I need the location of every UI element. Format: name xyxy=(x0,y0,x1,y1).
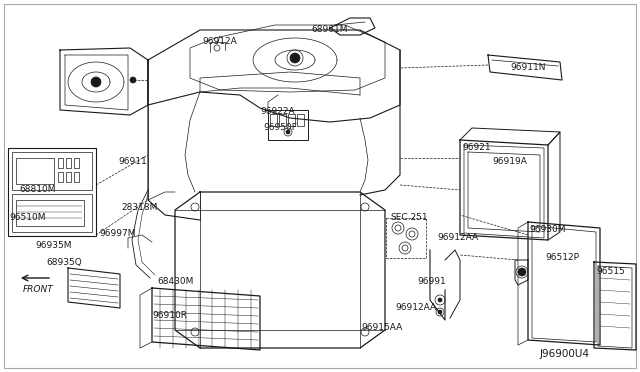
Text: 96997M: 96997M xyxy=(100,230,136,238)
Text: 96510M: 96510M xyxy=(10,214,46,222)
Circle shape xyxy=(91,77,101,87)
Text: 96935M: 96935M xyxy=(36,241,72,250)
Text: 96922A: 96922A xyxy=(260,108,295,116)
Bar xyxy=(66,172,71,182)
Bar xyxy=(268,110,308,140)
Text: 68961M: 68961M xyxy=(312,26,348,35)
Text: 96910R: 96910R xyxy=(152,311,188,321)
Bar xyxy=(16,158,54,184)
Text: 96512P: 96512P xyxy=(545,253,579,263)
Text: 96991: 96991 xyxy=(418,278,446,286)
Circle shape xyxy=(290,53,300,63)
Bar xyxy=(74,158,79,168)
Bar xyxy=(58,172,63,182)
Text: 96912AA: 96912AA xyxy=(437,234,479,243)
Text: 96912A: 96912A xyxy=(203,38,237,46)
Bar xyxy=(74,172,79,182)
Circle shape xyxy=(438,298,442,302)
Circle shape xyxy=(438,310,442,314)
Bar xyxy=(12,152,92,190)
Bar xyxy=(16,200,84,226)
Circle shape xyxy=(130,77,136,83)
Text: 68810M: 68810M xyxy=(20,186,56,195)
Text: 96915AA: 96915AA xyxy=(362,324,403,333)
Bar xyxy=(297,114,304,126)
Text: 96930M: 96930M xyxy=(530,225,566,234)
Bar xyxy=(66,158,71,168)
Circle shape xyxy=(286,130,290,134)
Text: 96911: 96911 xyxy=(118,157,147,167)
Text: SEC.251: SEC.251 xyxy=(390,214,428,222)
Text: 96919A: 96919A xyxy=(492,157,527,167)
Text: 68430M: 68430M xyxy=(158,278,194,286)
Bar xyxy=(12,194,92,232)
Text: 96515: 96515 xyxy=(596,267,625,276)
Bar xyxy=(270,114,277,126)
Text: 68935Q: 68935Q xyxy=(46,257,82,266)
Text: FRONT: FRONT xyxy=(22,285,53,295)
Bar xyxy=(279,114,286,126)
Text: 96912AA: 96912AA xyxy=(396,304,436,312)
Text: 28318M: 28318M xyxy=(122,203,158,212)
Text: 96950F: 96950F xyxy=(263,124,297,132)
Bar xyxy=(288,114,295,126)
Text: J96900U4: J96900U4 xyxy=(540,349,590,359)
Text: 96921: 96921 xyxy=(462,144,491,153)
Circle shape xyxy=(518,268,526,276)
Bar xyxy=(8,148,96,236)
Text: 96911N: 96911N xyxy=(510,64,545,73)
Bar xyxy=(58,158,63,168)
